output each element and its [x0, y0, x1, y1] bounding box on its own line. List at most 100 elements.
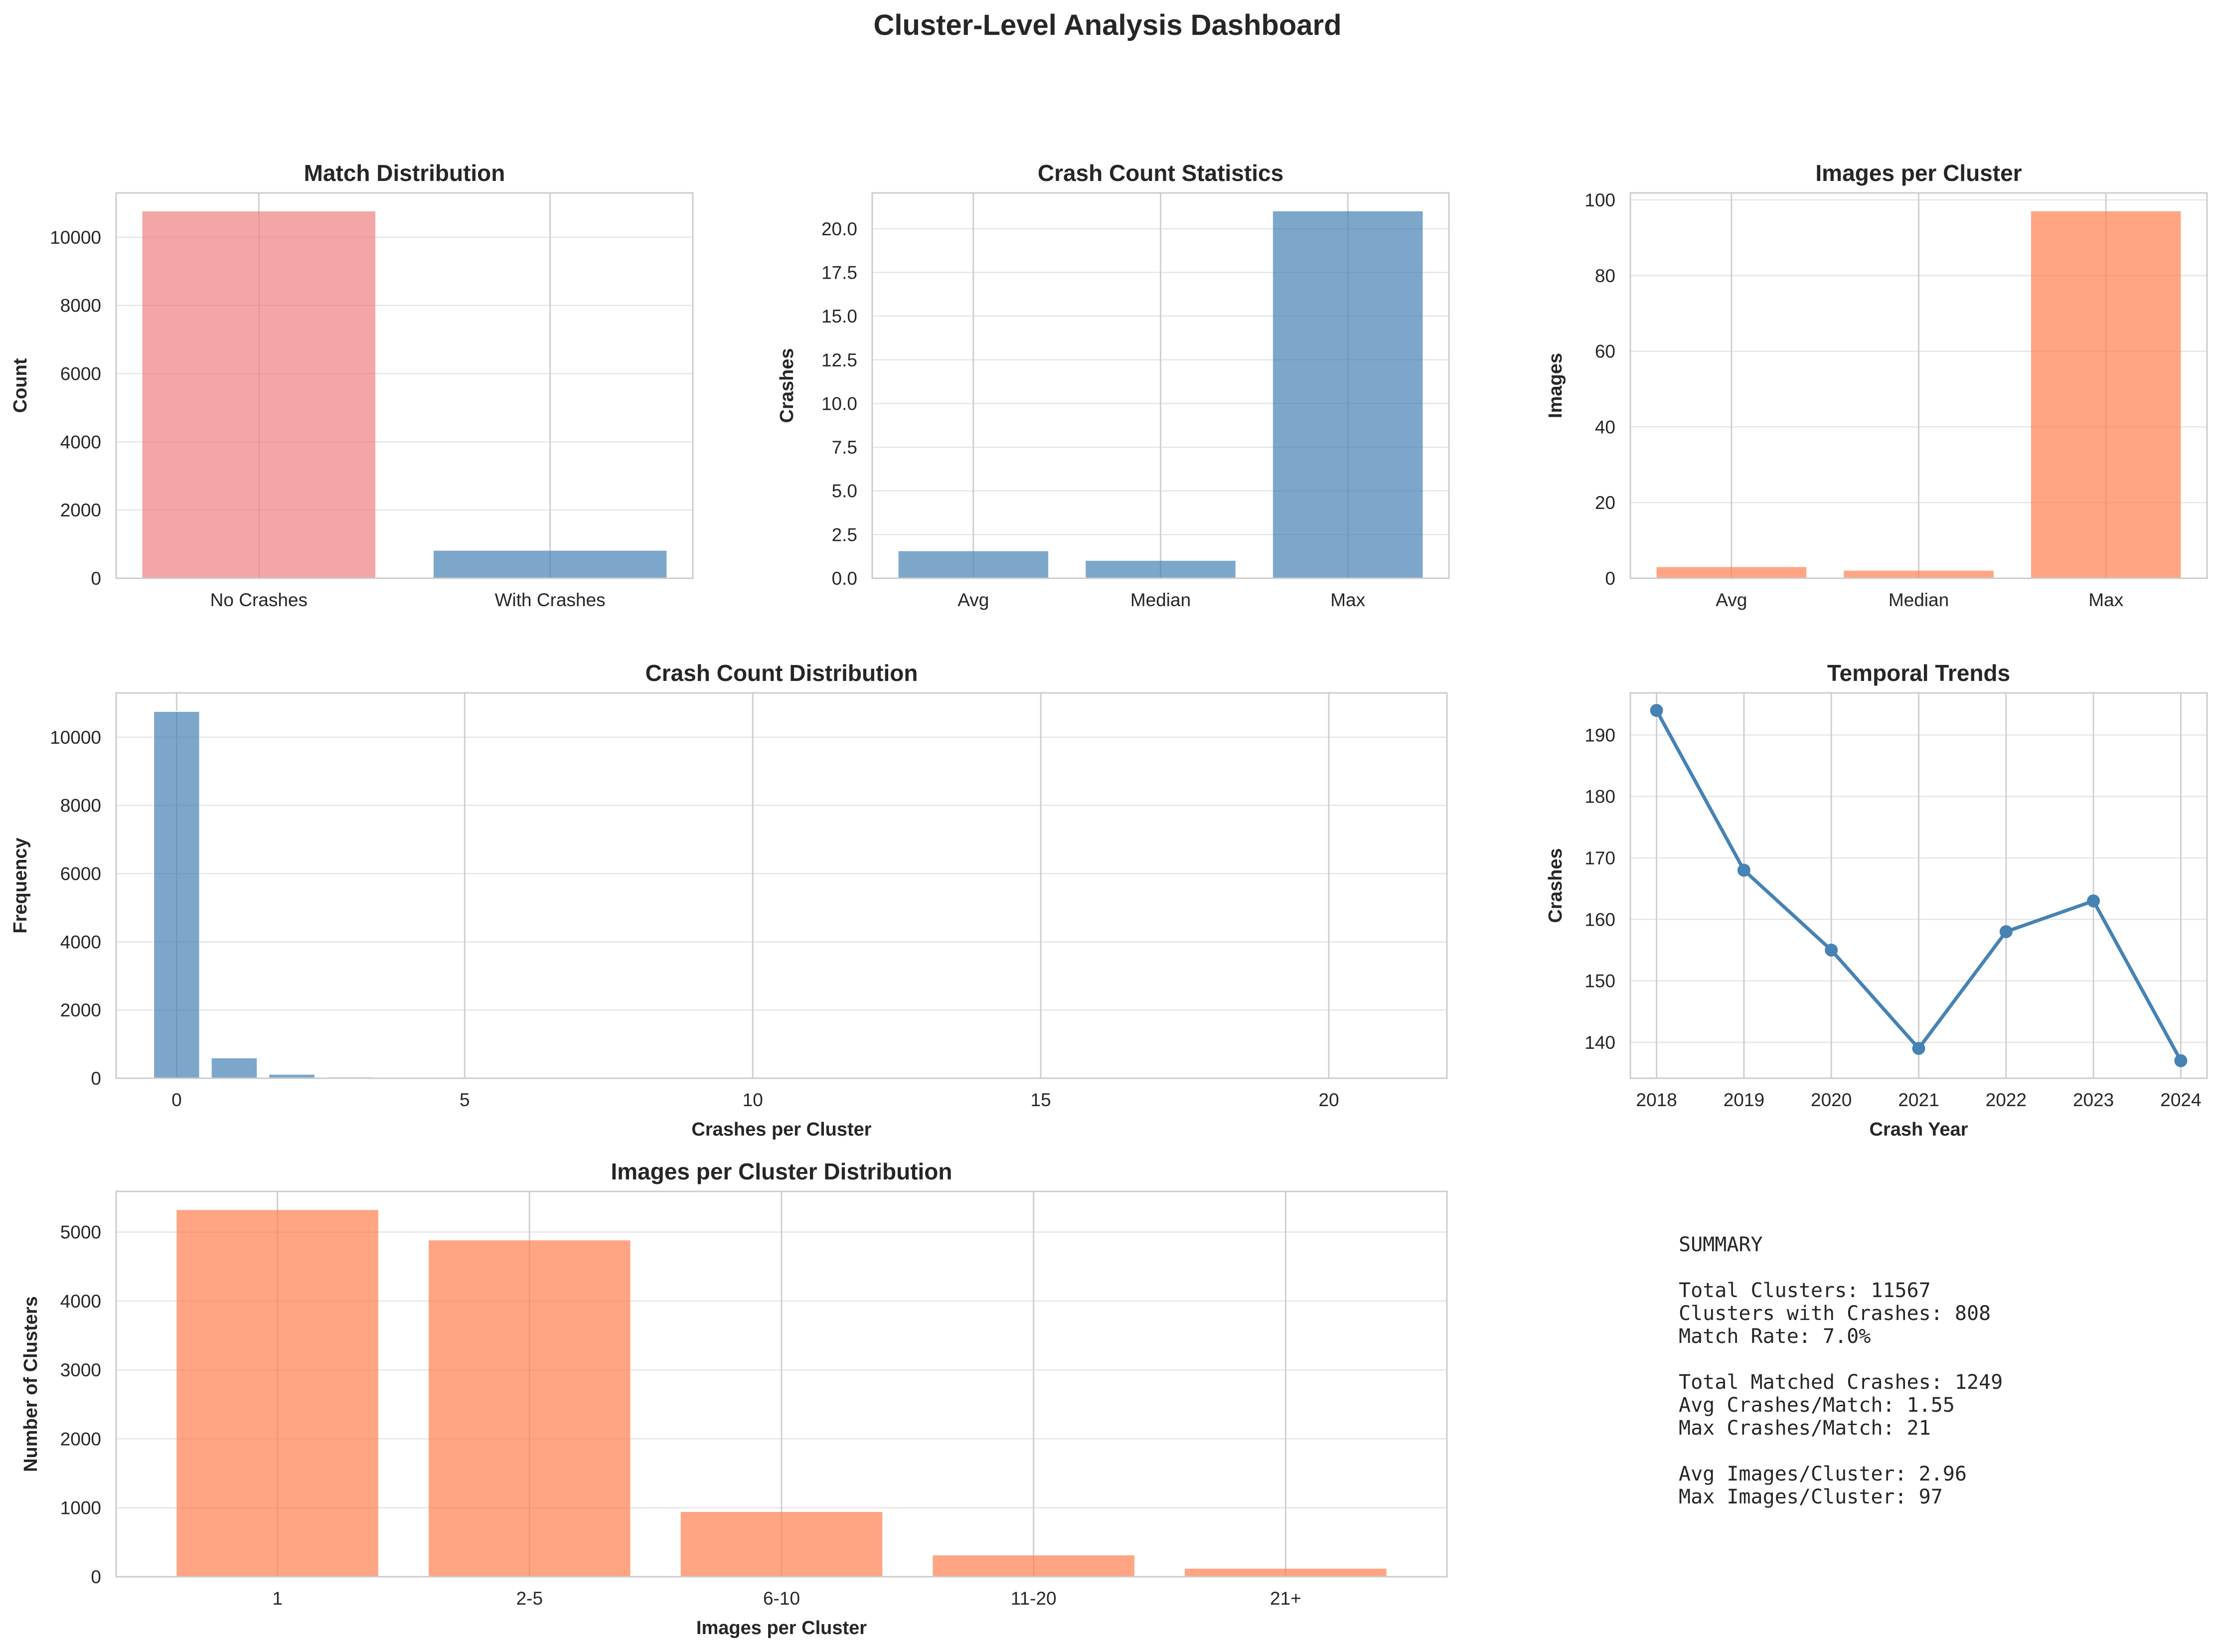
- x-tick-label: 2020: [1811, 1090, 1852, 1110]
- x-tick-label: 1: [272, 1588, 283, 1609]
- x-tick-label: 2018: [1636, 1090, 1677, 1110]
- data-point: [1912, 1042, 1925, 1055]
- summary-line: Avg Images/Cluster: 2.96: [1679, 1463, 1967, 1486]
- x-tick-label: 0: [171, 1090, 182, 1110]
- y-tick-label: 2000: [60, 1000, 101, 1020]
- chart-title: Temporal Trends: [1827, 660, 2010, 686]
- x-axis-label: Crashes per Cluster: [691, 1119, 871, 1140]
- summary-line: Total Matched Crashes: 1249: [1679, 1371, 2003, 1394]
- summary-line: Max Images/Cluster: 97: [1679, 1486, 1943, 1508]
- y-tick-label: 4000: [60, 432, 101, 452]
- axes-frame: [115, 192, 694, 579]
- y-tick-label: 170: [1584, 848, 1615, 868]
- y-axis-label: Crashes: [777, 348, 797, 423]
- imgstats-chart: 0 20 40 60 80 100 Avg Median Max Images per Clust…: [1545, 160, 2208, 610]
- bar: [1844, 570, 1994, 578]
- summary-line: Match Rate: 7.0%: [1679, 1325, 1871, 1348]
- bar: [176, 1210, 378, 1577]
- axes-frame: [1629, 692, 2208, 1079]
- crashhist-chart: 0 2000 4000 6000 8000 10000 0 5 10 15 20 Crash Coun…: [10, 660, 1448, 1140]
- y-tick-label: 10000: [50, 227, 101, 248]
- x-tick-label: 2019: [1724, 1090, 1764, 1110]
- y-tick-label: 0: [91, 1567, 101, 1587]
- y-axis-label: Crashes: [1545, 848, 1566, 923]
- x-tick-label: 21+: [1270, 1588, 1301, 1609]
- y-tick-label: 190: [1584, 725, 1615, 745]
- summary-heading: SUMMARY: [1679, 1233, 1763, 1256]
- x-tick-label: No Crashes: [210, 590, 308, 610]
- x-tick-label: 6-10: [763, 1588, 800, 1609]
- x-tick-label: 2023: [2073, 1090, 2114, 1110]
- y-tick-label: 160: [1584, 909, 1615, 930]
- data-point: [2174, 1054, 2188, 1067]
- bar: [142, 211, 376, 578]
- axes-frame: [1629, 192, 2208, 579]
- chart-title: Match Distribution: [304, 160, 505, 186]
- y-tick-label: 40: [1595, 417, 1615, 437]
- y-tick-label: 5.0: [832, 481, 857, 501]
- y-axis-label: Count: [10, 358, 31, 413]
- chart-title: Images per Cluster Distribution: [611, 1158, 952, 1184]
- histogram-bar: [210, 1057, 258, 1079]
- bar: [898, 551, 1049, 578]
- x-tick-label: Max: [2088, 590, 2123, 610]
- summary-line: Clusters with Crashes: 808: [1679, 1302, 1991, 1325]
- bar: [2031, 211, 2181, 578]
- x-tick-label: Avg: [1716, 590, 1747, 610]
- y-tick-label: 8000: [60, 296, 101, 316]
- x-tick-label: 2022: [1986, 1090, 2027, 1110]
- bar: [1272, 211, 1423, 578]
- y-tick-label: 5000: [60, 1222, 101, 1243]
- x-tick-label: With Crashes: [495, 590, 606, 610]
- bar: [1656, 567, 1807, 578]
- crashstats-chart: 0.0 2.5 5.0 7.5 10.0 12.5 15.0 17.5 20.0 Avg Media…: [777, 160, 1450, 610]
- axes-frame: [871, 192, 1450, 579]
- y-axis-label: Frequency: [10, 837, 31, 933]
- match-chart: 0 2000 4000 6000 8000 10000 No Crashes With Cra…: [10, 160, 694, 610]
- x-tick-label: 5: [460, 1090, 470, 1110]
- y-tick-label: 7.5: [832, 437, 857, 458]
- bar: [933, 1555, 1134, 1577]
- x-tick-label: 2-5: [516, 1588, 543, 1609]
- y-tick-label: 2.5: [832, 524, 857, 545]
- summary-line: Max Crashes/Match: 21: [1679, 1417, 1931, 1440]
- y-tick-label: 6000: [60, 864, 101, 884]
- y-tick-label: 12.5: [821, 350, 857, 370]
- y-tick-label: 0: [91, 568, 101, 589]
- imghist-chart: 0 1000 2000 3000 4000 5000 1 2-5 6-10 11-20 21+ Ima…: [20, 1158, 1448, 1639]
- y-tick-label: 8000: [60, 796, 101, 816]
- y-tick-label: 20.0: [821, 219, 857, 239]
- y-tick-label: 180: [1584, 787, 1615, 807]
- x-tick-label: 2024: [2160, 1090, 2201, 1110]
- x-tick-label: 20: [1318, 1090, 1339, 1110]
- y-axis-label: Number of Clusters: [20, 1296, 41, 1472]
- x-tick-label: Max: [1330, 590, 1365, 610]
- bar: [433, 550, 667, 578]
- x-tick-label: 2021: [1898, 1090, 1939, 1110]
- y-tick-label: 4000: [60, 932, 101, 952]
- x-tick-label: Avg: [957, 590, 989, 610]
- summary-line: Total Clusters: 11567: [1679, 1279, 1931, 1302]
- x-axis-label: Crash Year: [1870, 1119, 1968, 1140]
- bar: [1185, 1568, 1387, 1577]
- y-tick-label: 10000: [50, 727, 101, 748]
- y-tick-label: 6000: [60, 364, 101, 384]
- data-point: [1737, 863, 1750, 877]
- y-tick-label: 0: [91, 1068, 101, 1089]
- data-point: [1650, 704, 1663, 717]
- y-tick-label: 2000: [60, 1429, 101, 1449]
- data-point: [1999, 925, 2013, 938]
- y-tick-label: 140: [1584, 1032, 1615, 1053]
- x-tick-label: Median: [1130, 590, 1191, 610]
- y-tick-label: 4000: [60, 1291, 101, 1312]
- y-axis-label: Images: [1545, 353, 1566, 418]
- y-tick-label: 100: [1584, 190, 1615, 210]
- summary-line: Avg Crashes/Match: 1.55: [1679, 1394, 1955, 1417]
- chart-title: Images per Cluster: [1815, 160, 2022, 186]
- y-tick-label: 0.0: [832, 568, 857, 589]
- x-tick-label: 15: [1031, 1090, 1051, 1110]
- chart-title: Crash Count Distribution: [645, 660, 918, 686]
- x-tick-label: 10: [743, 1090, 763, 1110]
